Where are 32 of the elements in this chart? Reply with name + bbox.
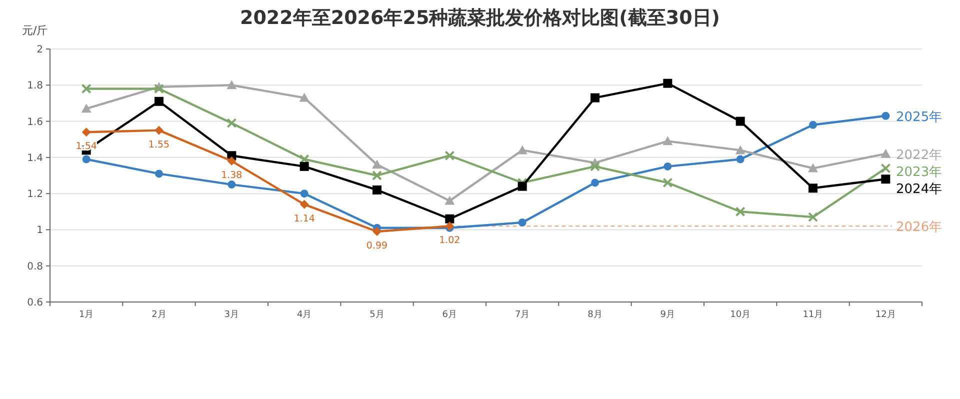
- x-tick-label: 1月: [78, 310, 94, 320]
- x-tick-label: 7月: [514, 310, 530, 320]
- x-tick-label: 4月: [296, 310, 312, 320]
- x-tick-label: 11月: [802, 310, 824, 320]
- series-label: 2025年: [896, 110, 942, 125]
- y-tick-label: 1.4: [27, 152, 43, 164]
- y-tick-label: 0.8: [27, 261, 43, 272]
- data-label: 1.02: [439, 235, 460, 246]
- chart-title: 2022年至2026年25种蔬菜批发价格对比图(截至30日): [240, 7, 720, 29]
- y-tick-label: 1: [36, 225, 43, 236]
- y-tick-label: 2: [36, 44, 43, 56]
- y-tick-label: 0.6: [27, 298, 43, 308]
- data-label: 0.99: [366, 240, 388, 252]
- ref-line-label: 2026年: [896, 220, 942, 236]
- x-tick-label: 10月: [730, 310, 751, 320]
- y-tick-label: 1.8: [27, 80, 43, 92]
- x-tick-label: 6月: [442, 310, 458, 320]
- x-tick-label: 12月: [875, 310, 896, 320]
- x-tick-label: 3月: [224, 310, 240, 320]
- y-tick-label: 1.2: [27, 189, 43, 200]
- x-tick-label: 9月: [660, 310, 676, 320]
- data-label: 1.38: [221, 170, 242, 182]
- series-label: 2024年: [896, 182, 942, 197]
- y-axis-title: 元/斤: [22, 24, 48, 37]
- series-label: 2022年: [896, 148, 942, 163]
- x-tick-label: 5月: [370, 310, 384, 320]
- data-label: 1.14: [294, 213, 315, 224]
- x-tick-label: 8月: [588, 310, 602, 320]
- data-label: 1.55: [148, 139, 170, 150]
- x-tick-label: 2月: [152, 310, 166, 320]
- series-label: 2023年: [896, 164, 942, 180]
- y-tick-label: 1.6: [27, 116, 43, 128]
